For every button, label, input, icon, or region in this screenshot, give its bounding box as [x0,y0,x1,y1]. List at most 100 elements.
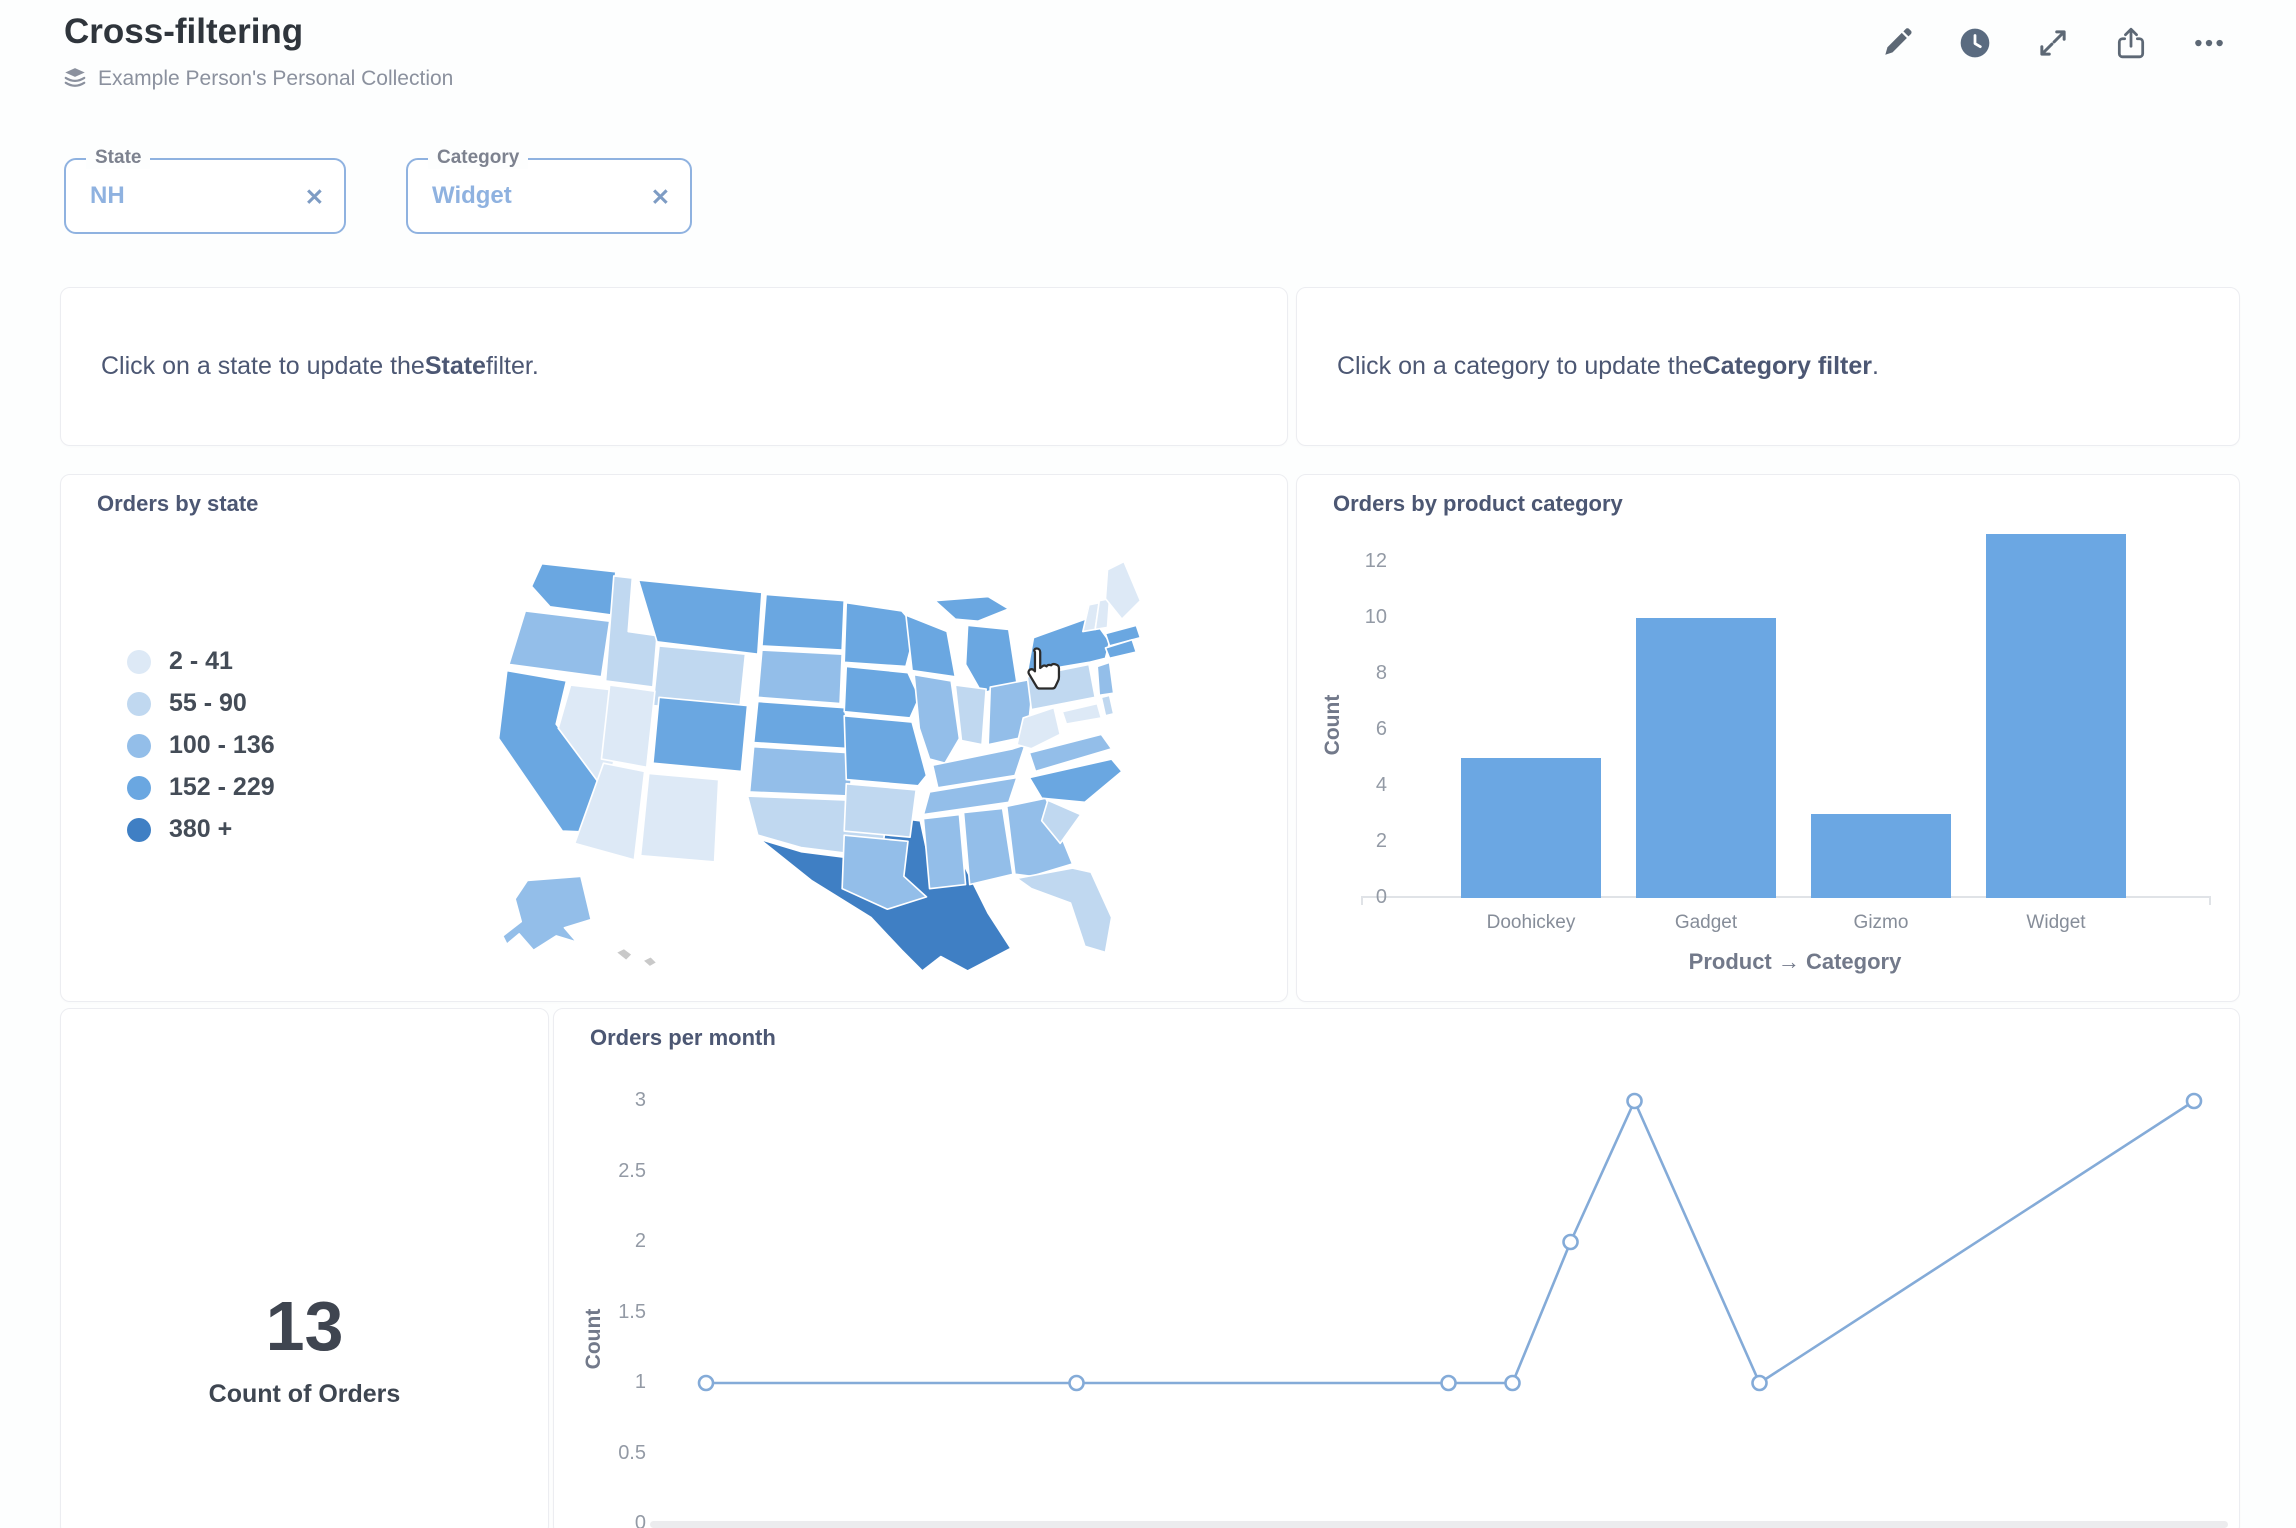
page-title: Cross-filtering [64,12,304,51]
state-ak[interactable] [501,875,592,952]
state-ia[interactable] [843,665,921,719]
scalar-label: Count of Orders [208,1379,401,1408]
state-nc[interactable] [1028,758,1123,804]
fullscreen-icon[interactable] [2036,26,2070,60]
bar-y-tick: 4 [1375,774,1387,796]
state-il[interactable] [913,673,961,764]
line-data-point[interactable] [1068,1374,1085,1392]
legend-item[interactable]: 55 - 90 [127,689,275,718]
text-bold: Category filter [1702,352,1872,380]
line-data-point[interactable] [2185,1092,2203,1110]
bar-y-tick: 2 [1375,830,1387,852]
state-ne[interactable] [752,700,854,750]
state-mt[interactable] [637,579,763,655]
line-card-title: Orders per month [590,1025,776,1050]
category-filter-label: Category [428,147,529,169]
state-ks[interactable] [748,745,854,797]
state-hi2[interactable] [641,955,658,968]
bar-x-axis-line [1361,896,2211,905]
state-filter-value[interactable]: NH [90,182,125,209]
map-card-title: Orders by state [97,491,259,516]
legend-swatch [127,649,151,674]
more-ellipsis-icon[interactable] [2192,26,2226,60]
scalar-value[interactable]: 13 [265,1286,344,1365]
category-filter[interactable]: Category Widget ✕ [406,147,692,234]
orders-by-category-card: Orders by product category Count 0 2 4 6 8 10… [1296,474,2240,1002]
line-data-point[interactable] [697,1374,715,1392]
state-sc[interactable] [1040,799,1082,845]
state-mn[interactable] [843,601,918,668]
bar-doohickey[interactable] [1461,758,1601,898]
state-al[interactable] [962,807,1014,886]
legend-label: 2 - 41 [169,647,233,675]
bar-widget[interactable] [1986,534,2126,898]
bar-y-tick: 6 [1375,718,1387,740]
state-ct[interactable] [1104,638,1138,660]
time-history-icon[interactable] [1958,26,1992,60]
line-plot: 0 0.5 1 1.5 2 2.5 3 [554,1009,2239,1528]
line-y-tick: 1.5 [618,1300,646,1323]
state-nm[interactable] [639,772,720,863]
state-az[interactable] [573,762,646,861]
state-va[interactable] [1028,733,1113,773]
line-data-point[interactable] [1440,1374,1457,1392]
text-suffix: filter. [485,352,539,380]
state-wv[interactable] [1016,706,1062,750]
line-data-point[interactable] [1562,1233,1579,1251]
breadcrumb[interactable]: Example Person's Personal Collection [62,66,453,92]
state-ga[interactable] [1005,797,1074,878]
line-data-point[interactable] [1751,1374,1768,1392]
legend-label: 380 + [169,815,233,843]
state-or[interactable] [508,610,611,678]
state-ma[interactable] [1104,624,1141,647]
state-ut[interactable] [600,684,656,769]
state-co[interactable] [652,696,749,773]
share-icon[interactable] [2114,26,2148,60]
state-ms[interactable] [922,813,967,890]
collection-layers-icon [64,68,86,87]
line-x-axis-line [650,1521,2228,1528]
text-suffix: . [1872,352,1879,380]
category-filter-value[interactable]: Widget [432,182,512,209]
state-ky[interactable] [931,743,1027,789]
bar-card-title: Orders by product category [1333,491,1623,516]
bar-x-tick: Gadget [1674,912,1738,933]
bar-gadget[interactable] [1636,618,1776,898]
legend-item[interactable]: 100 - 136 [127,731,275,760]
state-fl[interactable] [1016,867,1113,954]
line-series-path [706,1099,2195,1385]
state-nj[interactable] [1096,661,1115,697]
state-mo[interactable] [843,715,928,787]
state-la[interactable] [841,834,928,911]
line-data-point[interactable] [1504,1374,1521,1392]
legend-item[interactable]: 2 - 41 [127,647,275,676]
state-hi[interactable] [615,947,634,962]
state-in[interactable] [954,684,987,746]
category-filter-clear-icon[interactable]: ✕ [650,184,670,210]
state-wa[interactable] [530,562,617,616]
legend-item[interactable]: 380 + [127,815,275,844]
edit-pencil-icon[interactable] [1880,26,1914,60]
legend-swatch [127,775,151,800]
state-filter-clear-icon[interactable]: ✕ [304,184,324,210]
state-nd[interactable] [761,593,846,651]
map-legend: 2 - 41 55 - 90 100 - 136 152 - 229 380 + [127,647,275,844]
text-card-category: Click on a category to update the Catego… [1296,287,2240,446]
state-md[interactable] [1061,702,1103,725]
collection-name[interactable]: Example Person's Personal Collection [98,67,454,90]
line-y-tick: 1 [634,1371,646,1393]
legend-item[interactable]: 152 - 229 [127,773,275,802]
bar-y-tick: 0 [1375,886,1387,908]
text-prefix: Click on a category to update the [1337,352,1703,380]
scalar-body: 13 Count of Orders [61,1009,548,1528]
state-de[interactable] [1100,694,1115,717]
state-ar[interactable] [843,782,918,839]
state-mi_up[interactable] [933,595,1010,623]
state-tn[interactable] [922,776,1018,816]
state-sd[interactable] [756,649,843,705]
state-wi[interactable] [905,614,957,678]
state-filter[interactable]: State NH ✕ [64,147,346,234]
bar-gizmo[interactable] [1811,814,1951,898]
line-data-point[interactable] [1626,1092,1643,1110]
state-me[interactable] [1104,560,1141,620]
